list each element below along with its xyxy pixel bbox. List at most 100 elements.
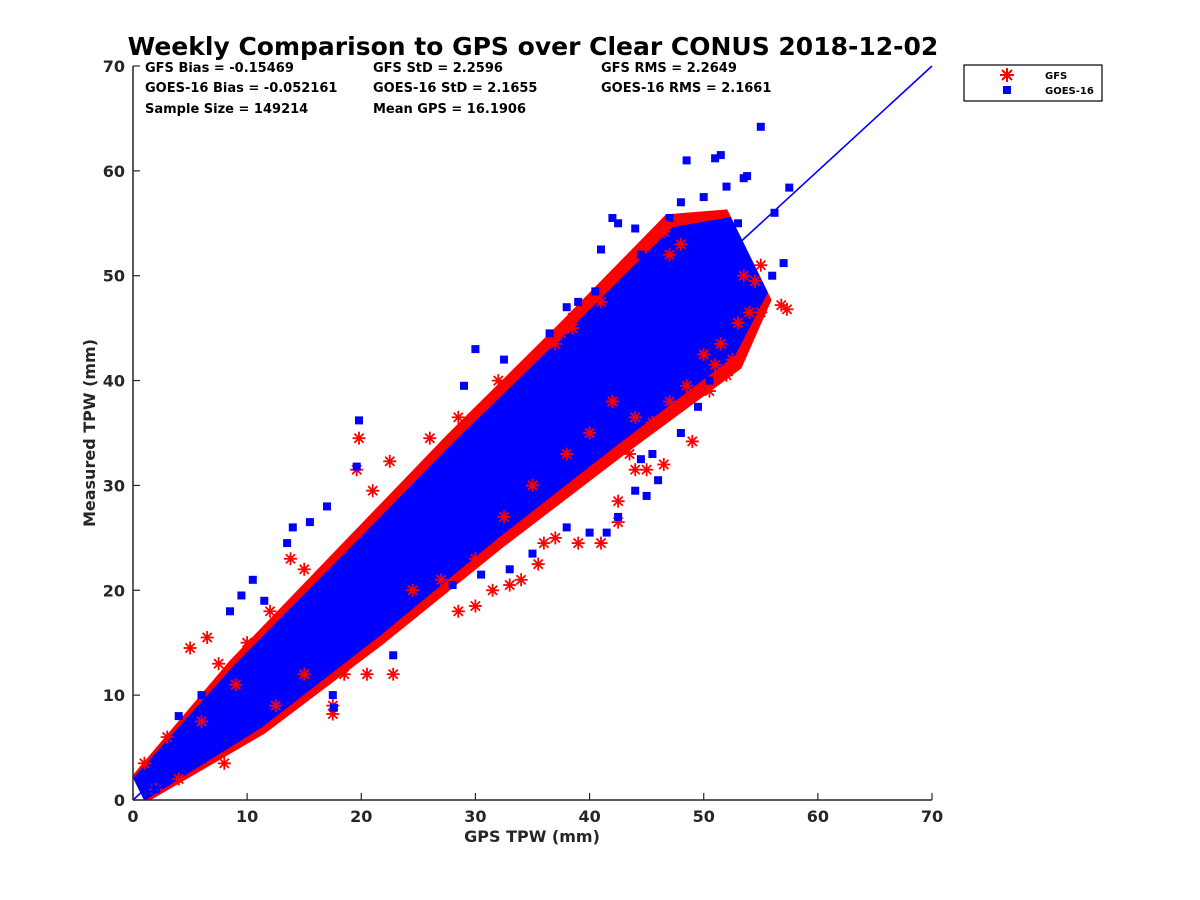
goes16-point	[608, 214, 617, 222]
goes16-point	[636, 250, 645, 259]
goes16-point	[539, 408, 548, 416]
gfs-point	[623, 447, 636, 461]
goes16-point	[705, 376, 714, 385]
y-tick-label: 10	[103, 686, 125, 705]
goes16-point	[500, 355, 508, 364]
goes16-point	[585, 528, 594, 537]
gfs-point	[497, 510, 511, 524]
goes16-bias-text: GOES-16 Bias = -0.052161	[145, 81, 337, 96]
x-ticks: 0 10 20 30 40 50 60 70	[127, 793, 943, 826]
gfs-point	[605, 395, 619, 408]
gfs-point	[571, 536, 585, 550]
goes16-point	[477, 570, 486, 579]
gfs-point	[611, 494, 625, 508]
gfs-point	[526, 478, 539, 492]
y-tick-label: 0	[114, 791, 125, 810]
gfs-point	[386, 667, 400, 681]
gfs-point	[583, 426, 597, 440]
gfs-point	[537, 536, 551, 550]
goes16-series	[151, 122, 794, 794]
y-tick-label: 20	[103, 581, 125, 600]
goes16-point	[163, 769, 172, 778]
gfs-point	[737, 269, 751, 283]
x-tick-label: 10	[236, 807, 258, 826]
gfs-bias-text: GFS Bias = -0.15469	[145, 61, 294, 76]
goes16-point	[768, 271, 777, 280]
goes16-point	[694, 402, 702, 411]
y-tick-label: 60	[103, 162, 125, 181]
gfs-point	[212, 657, 226, 671]
gfs-point	[486, 583, 500, 597]
gfs-point	[657, 458, 671, 471]
gfs-point	[352, 431, 366, 445]
goes16-point	[437, 502, 446, 511]
legend-gfs-marker	[1000, 68, 1014, 82]
gfs-point	[423, 431, 437, 445]
goes16-point	[151, 785, 160, 794]
gfs-point	[748, 274, 762, 288]
gfs-point	[657, 225, 671, 239]
goes16-point	[237, 591, 246, 600]
goes16-point	[243, 670, 252, 679]
gfs-point	[774, 298, 788, 312]
gfs-point	[560, 447, 574, 461]
y-tick-label: 70	[103, 57, 125, 76]
gfs-point	[548, 531, 562, 545]
goes16-point	[682, 156, 691, 165]
axes: 0 10 20 30 40 50 60 70 0 10 20 30 40 50 60 70	[103, 57, 943, 826]
gfs-point	[594, 536, 608, 550]
gfs-point	[697, 347, 711, 361]
goes16-point	[631, 224, 640, 233]
gfs-point	[754, 305, 768, 319]
y-tick-label: 30	[103, 476, 125, 495]
goes16-point	[283, 539, 292, 548]
goes16-point	[562, 303, 571, 312]
gfs-point	[685, 434, 699, 448]
goes16-point	[602, 528, 611, 537]
stats-block: GFS Bias = -0.15469 GOES-16 Bias = -0.05…	[145, 61, 771, 117]
goes16-point	[648, 450, 657, 458]
goes16-std-text: GOES-16 StD = 2.1655	[373, 81, 537, 96]
goes16-point	[642, 261, 651, 270]
goes16-point	[305, 518, 314, 527]
gfs-point	[554, 326, 568, 340]
gfs-point	[468, 552, 482, 566]
goes16-point	[389, 651, 398, 660]
gfs-point	[284, 552, 297, 566]
gfs-point	[137, 756, 151, 770]
sample-size-text: Sample Size = 149214	[145, 102, 308, 117]
y-tick-label: 40	[103, 372, 125, 391]
gfs-std-text: GFS StD = 2.2596	[373, 61, 503, 76]
goes16-point	[574, 297, 583, 306]
goes16-point	[368, 554, 377, 563]
goes16-point	[328, 691, 337, 700]
goes16-point	[699, 193, 708, 202]
gfs-point	[645, 232, 659, 246]
gfs-point	[742, 305, 756, 319]
goes16-point	[642, 313, 651, 322]
gfs-point	[337, 667, 351, 681]
gfs-point	[714, 337, 728, 351]
goes16-point	[711, 250, 720, 259]
goes16-point	[334, 586, 343, 595]
x-tick-label: 40	[578, 807, 600, 826]
gfs-rms-text: GFS RMS = 2.2649	[601, 61, 737, 76]
gfs-point	[434, 573, 448, 587]
gfs-point	[240, 636, 254, 650]
goes16-point	[597, 245, 605, 254]
goes16-point	[642, 491, 651, 500]
gfs-point	[720, 368, 733, 382]
goes16-point	[226, 607, 234, 616]
goes16-point	[260, 596, 269, 605]
goes16-point	[505, 439, 514, 448]
goes16-point	[174, 712, 183, 721]
goes16-rms-text: GOES-16 RMS = 2.1661	[601, 81, 771, 96]
gfs-point	[663, 248, 676, 262]
one-to-one-line	[132, 65, 933, 801]
gfs-point	[708, 358, 722, 372]
gfs-point	[229, 678, 243, 692]
gfs-point	[645, 416, 659, 429]
goes16-point	[770, 208, 779, 217]
gfs-point	[383, 454, 397, 468]
